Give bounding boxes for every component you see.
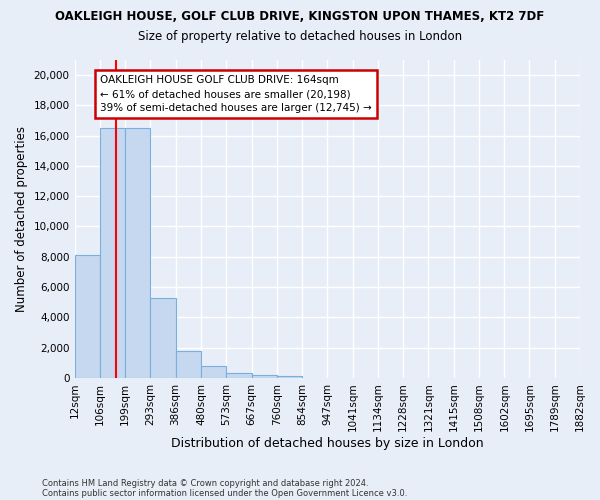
Text: Contains public sector information licensed under the Open Government Licence v3: Contains public sector information licen… bbox=[42, 488, 407, 498]
Bar bbox=[251, 375, 277, 378]
Bar bbox=[176, 350, 201, 378]
Bar bbox=[74, 255, 100, 378]
Bar bbox=[125, 128, 151, 378]
X-axis label: Distribution of detached houses by size in London: Distribution of detached houses by size … bbox=[171, 437, 484, 450]
Bar bbox=[226, 372, 251, 378]
Text: OAKLEIGH HOUSE, GOLF CLUB DRIVE, KINGSTON UPON THAMES, KT2 7DF: OAKLEIGH HOUSE, GOLF CLUB DRIVE, KINGSTO… bbox=[55, 10, 545, 23]
Bar bbox=[151, 298, 176, 378]
Bar bbox=[277, 376, 302, 378]
Text: Size of property relative to detached houses in London: Size of property relative to detached ho… bbox=[138, 30, 462, 43]
Text: OAKLEIGH HOUSE GOLF CLUB DRIVE: 164sqm
← 61% of detached houses are smaller (20,: OAKLEIGH HOUSE GOLF CLUB DRIVE: 164sqm ←… bbox=[100, 75, 371, 113]
Text: Contains HM Land Registry data © Crown copyright and database right 2024.: Contains HM Land Registry data © Crown c… bbox=[42, 478, 368, 488]
Bar bbox=[201, 366, 226, 378]
Y-axis label: Number of detached properties: Number of detached properties bbox=[15, 126, 28, 312]
Bar bbox=[100, 128, 125, 378]
